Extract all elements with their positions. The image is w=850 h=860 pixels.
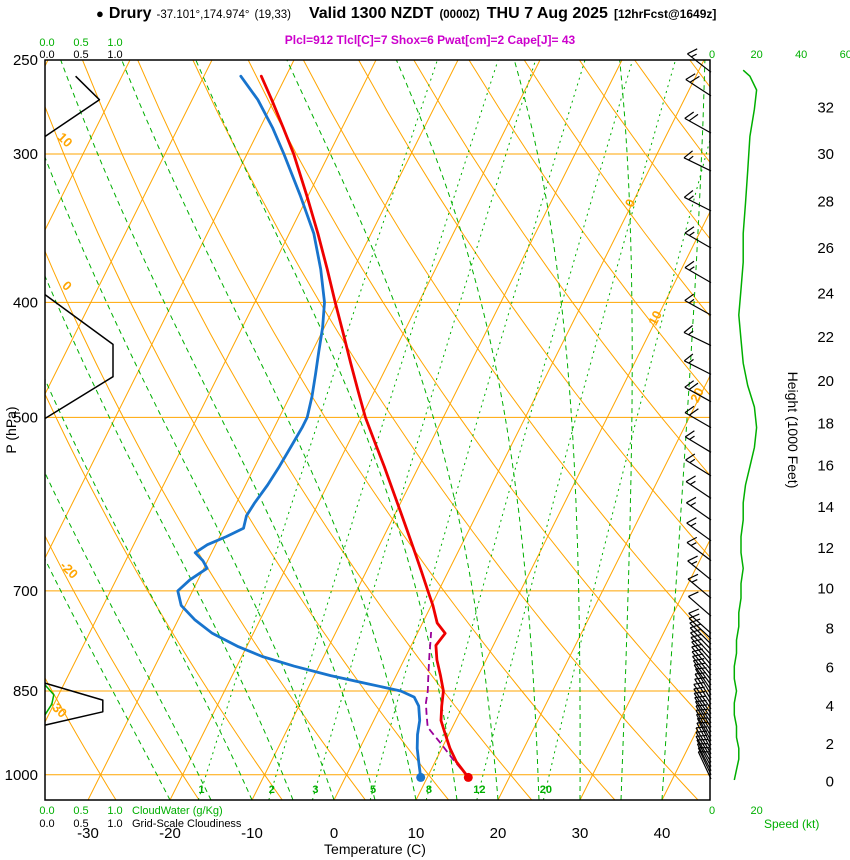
svg-text:2: 2: [269, 784, 275, 796]
svg-text:3: 3: [312, 784, 318, 796]
cloudwater-scale-label: CloudWater (g/Kg): [132, 805, 223, 817]
svg-text:1.0: 1.0: [107, 49, 122, 61]
station-name: Drury: [108, 5, 152, 22]
svg-text:1.0: 1.0: [107, 37, 122, 49]
valid-zulu-time: (0000Z): [439, 9, 480, 21]
parcel-curve: [424, 631, 469, 778]
svg-text:0.0: 0.0: [39, 818, 54, 830]
svg-text:0: 0: [826, 774, 834, 791]
svg-text:0: 0: [330, 825, 338, 842]
svg-text:0.5: 0.5: [73, 805, 88, 817]
svg-text:-20: -20: [159, 825, 181, 842]
svg-text:-30: -30: [77, 825, 99, 842]
svg-text:10: 10: [645, 308, 665, 328]
skewt-generated: 1 2 3 5 8 12 2001020100-20-3025030040050070085…: [5, 37, 850, 842]
svg-text:5: 5: [370, 784, 376, 796]
svg-text:1.0: 1.0: [107, 818, 122, 830]
chart-title: ● Drury -37.101°,174.974° (19,33) Valid …: [96, 5, 716, 23]
valid-time: Valid 1300 NZDT: [308, 5, 434, 22]
svg-text:18: 18: [817, 416, 834, 433]
svg-text:22: 22: [817, 329, 834, 346]
station-coordinates: -37.101°,174.974°: [156, 9, 250, 21]
svg-text:1.0: 1.0: [107, 805, 122, 817]
svg-text:40: 40: [654, 825, 671, 842]
svg-text:10: 10: [817, 581, 834, 598]
svg-text:20: 20: [490, 825, 507, 842]
svg-text:6: 6: [826, 660, 834, 677]
svg-text:700: 700: [13, 583, 38, 600]
svg-text:8: 8: [826, 621, 834, 638]
wind-speed-curve: [733, 69, 758, 781]
svg-text:20: 20: [750, 49, 762, 61]
svg-text:500: 500: [13, 409, 38, 426]
svg-text:0: 0: [59, 278, 75, 294]
svg-text:1000: 1000: [5, 767, 38, 784]
svg-text:28: 28: [817, 194, 834, 211]
surface-dewpoint-dot: [416, 772, 426, 782]
svg-text:300: 300: [13, 146, 38, 163]
height-axis-title: Height (1000 Feet): [785, 372, 801, 489]
svg-text:850: 850: [13, 683, 38, 700]
svg-text:-20: -20: [57, 558, 81, 582]
svg-text:12: 12: [473, 784, 485, 796]
svg-text:250: 250: [13, 52, 38, 69]
svg-text:8: 8: [426, 784, 432, 796]
svg-text:10: 10: [408, 825, 425, 842]
dewpoint-curve: [176, 74, 423, 779]
cloudiness-scale-label: Grid-Scale Cloudiness: [132, 818, 242, 830]
station-bullet-icon: ●: [96, 6, 104, 21]
svg-text:2: 2: [826, 736, 834, 753]
svg-text:0.5: 0.5: [73, 37, 88, 49]
svg-text:0: 0: [709, 49, 715, 61]
forecast-reference: [12hrFcst@1649z]: [613, 7, 717, 21]
temperature-curve: [259, 74, 470, 779]
svg-text:60: 60: [840, 49, 850, 61]
svg-text:40: 40: [795, 49, 807, 61]
svg-text:30: 30: [572, 825, 589, 842]
svg-text:30: 30: [817, 146, 834, 163]
speed-axis-title: Speed (kt): [764, 817, 819, 831]
svg-text:20: 20: [540, 784, 552, 796]
svg-text:-10: -10: [241, 825, 263, 842]
svg-text:0.0: 0.0: [39, 805, 54, 817]
svg-text:20: 20: [750, 805, 762, 817]
svg-text:0.0: 0.0: [39, 49, 54, 61]
stability-indices-line: Plcl=912 Tlcl[C]=7 Shox=6 Pwat[cm]=2 Cap…: [284, 33, 576, 47]
svg-text:12: 12: [817, 540, 834, 557]
svg-text:14: 14: [817, 499, 834, 516]
svg-text:0: 0: [622, 196, 639, 209]
temperature-axis-title: Temperature (C): [324, 841, 426, 857]
svg-text:400: 400: [13, 294, 38, 311]
wind-barbs: [683, 48, 712, 780]
svg-text:1: 1: [198, 784, 204, 796]
svg-text:0.0: 0.0: [39, 37, 54, 49]
svg-text:20: 20: [817, 373, 834, 390]
svg-text:0.5: 0.5: [73, 818, 88, 830]
svg-text:16: 16: [817, 458, 834, 475]
svg-text:0.5: 0.5: [73, 49, 88, 61]
station-grid-point: (19,33): [254, 9, 291, 21]
svg-text:32: 32: [817, 99, 834, 116]
svg-text:10: 10: [55, 129, 76, 150]
valid-date: THU 7 Aug 2025: [486, 5, 608, 22]
svg-text:4: 4: [826, 698, 834, 715]
surface-temperature-dot: [463, 772, 473, 782]
svg-text:26: 26: [817, 240, 834, 257]
svg-text:20: 20: [687, 385, 707, 405]
svg-text:0: 0: [709, 805, 715, 817]
svg-text:24: 24: [817, 285, 834, 302]
plot-border: [44, 59, 711, 801]
pressure-axis-title: P (hPa): [3, 406, 19, 453]
